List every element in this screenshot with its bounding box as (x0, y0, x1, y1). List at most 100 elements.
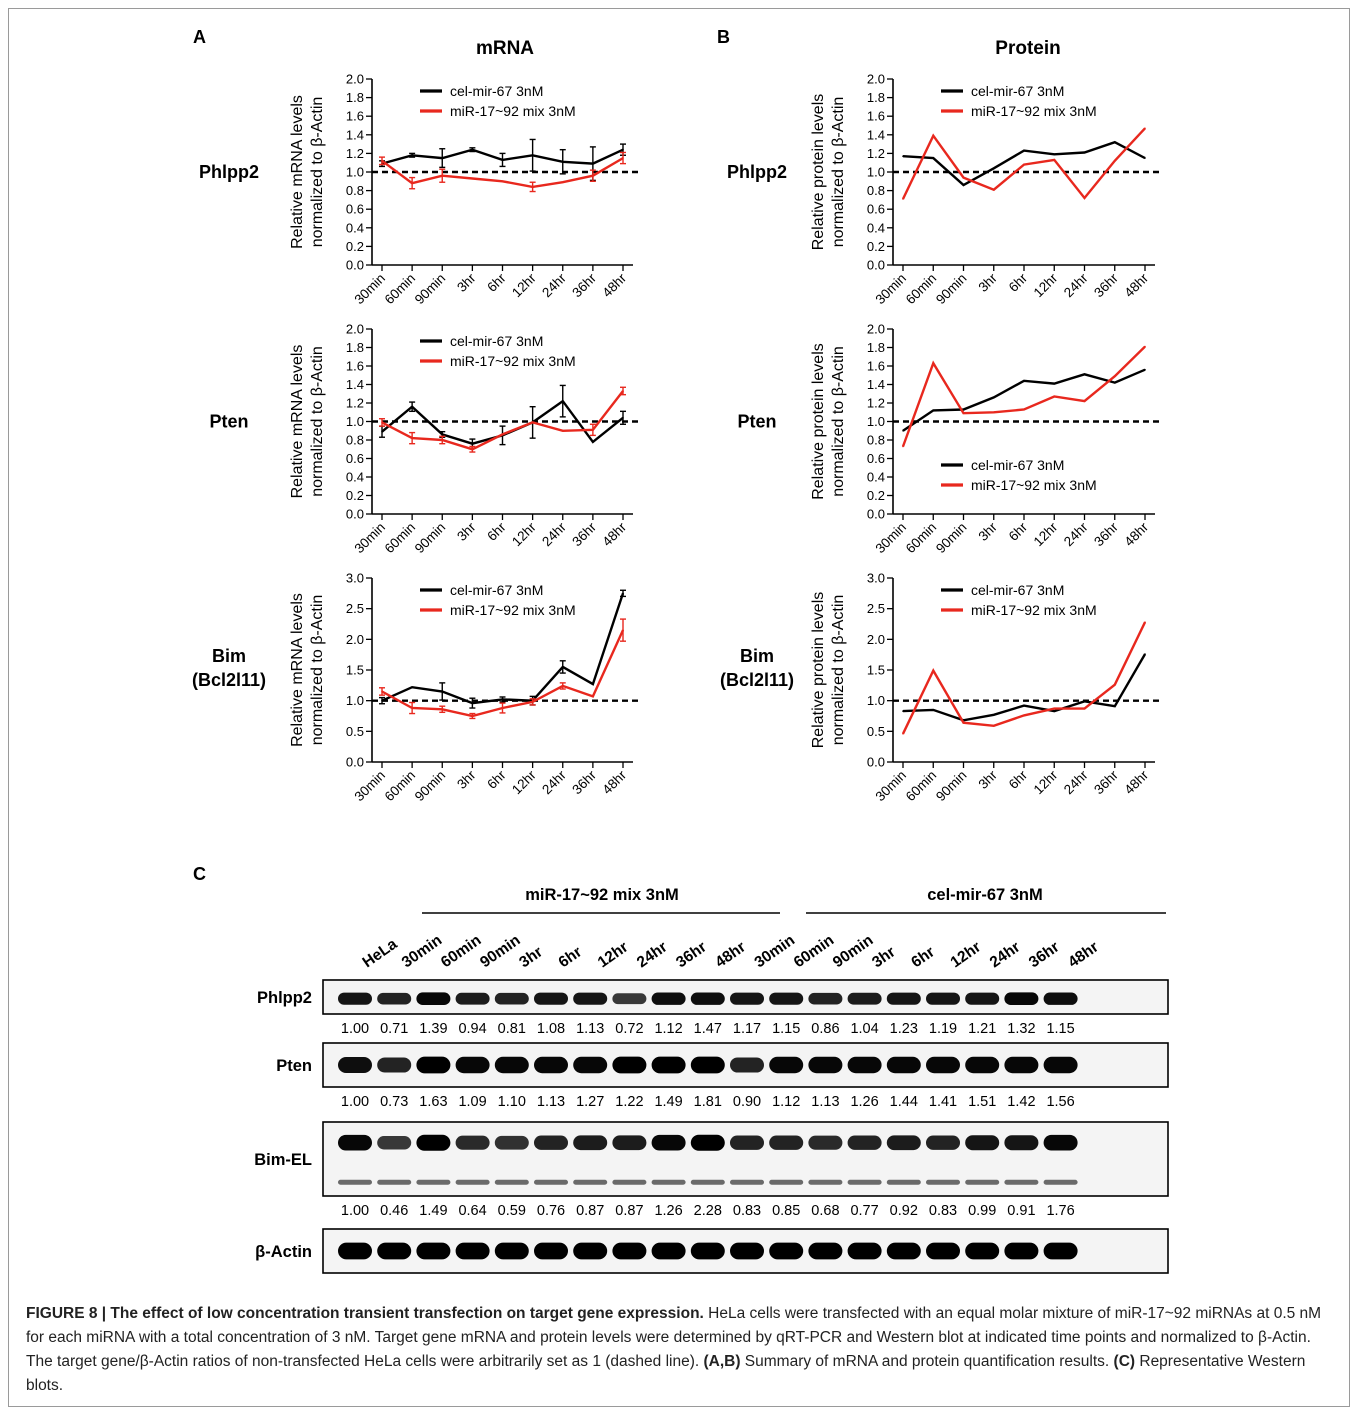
legend-label-control: cel-mir-67 3nM (971, 83, 1064, 99)
data-point-mix (1023, 163, 1025, 166)
blot-band (573, 1056, 608, 1074)
blot-ratio-value: 1.49 (419, 1203, 447, 1219)
blot-band (1043, 1134, 1078, 1151)
blot-band-lower (730, 1179, 764, 1185)
x-tick-label: 12hr (509, 519, 539, 549)
x-tick-label: 30min (352, 520, 389, 557)
blot-band (1004, 1135, 1039, 1151)
x-tick-label: 48hr (1121, 767, 1151, 797)
data-point-mix (1083, 707, 1086, 710)
legend-label-mix: miR-17~92 mix 3nM (450, 103, 576, 119)
lane-label: 36hr (673, 939, 710, 972)
blot-ratio-value: 0.90 (733, 1094, 761, 1110)
blot-row-label: β-Actin (255, 1243, 312, 1261)
blot-band (886, 1056, 921, 1074)
blot-row-label: Bim-EL (254, 1151, 312, 1169)
blot-ratio-value: 0.71 (380, 1021, 408, 1037)
data-point-control (992, 713, 995, 716)
blot-band-lower (1043, 1179, 1078, 1185)
data-point-control (441, 433, 444, 436)
y-tick-label: 3.0 (346, 571, 364, 586)
y-tick-label: 0.2 (346, 488, 364, 503)
y-axis-label: normalized to β-Actin (309, 346, 326, 497)
blot-band (847, 992, 882, 1005)
data-point-control (1053, 382, 1056, 385)
x-tick-label: 12hr (1031, 270, 1061, 300)
data-point-control (471, 442, 474, 445)
y-tick-label: 0.0 (346, 258, 364, 273)
chart-mrna-pten: 0.0 0.2 0.4 0.6 0.8 1.0 1.2 1.4 1.6 1.8 2.0 30min60… (209, 322, 641, 557)
blot-band (455, 1056, 490, 1074)
data-point-mix (622, 390, 624, 392)
blot-band-lower (573, 1179, 608, 1185)
y-tick-label: 1.0 (346, 414, 364, 429)
x-tick-label: 60min (382, 271, 419, 308)
x-tick-label: 36hr (569, 519, 599, 549)
y-axis-label: Relative protein levels (810, 343, 827, 500)
data-point-control (561, 400, 564, 402)
y-tick-label: 2.0 (867, 72, 885, 87)
y-tick-label: 1.4 (346, 377, 364, 392)
series-line-control (902, 653, 1147, 722)
blot-ratio-value: 0.46 (380, 1203, 408, 1219)
y-tick-label: 0.0 (867, 755, 885, 770)
row-label: Phlpp2 (727, 162, 787, 182)
data-point-mix (411, 707, 413, 709)
row-label: (Bcl2l11) (720, 670, 794, 690)
data-point-mix (531, 701, 534, 703)
blot-ratio-value: 1.32 (1007, 1021, 1035, 1037)
data-point-control (471, 702, 474, 704)
blot-band (338, 1134, 372, 1151)
x-tick-label: 12hr (509, 767, 539, 797)
x-tick-label: 30min (352, 271, 389, 308)
data-point-mix (1113, 160, 1116, 162)
blot-ratio-value: 1.09 (458, 1094, 486, 1110)
data-point-control (992, 167, 995, 170)
data-point-control (962, 408, 965, 411)
y-tick-label: 0.5 (867, 724, 885, 739)
data-point-mix (531, 421, 534, 424)
caption-body: HeLa cells were transfected with an equa… (26, 1305, 1322, 1370)
caption-ab-label: (A,B) (703, 1353, 741, 1370)
data-point-control (932, 409, 935, 412)
blot-ratio-value: 1.22 (615, 1094, 643, 1110)
x-tick-label: 6hr (1006, 767, 1031, 792)
y-tick-label: 1.8 (346, 340, 364, 355)
blot-band (965, 1242, 1000, 1260)
row-label: Bim (212, 646, 246, 666)
data-point-control (1053, 153, 1056, 156)
y-tick-label: 0.4 (867, 470, 885, 485)
blot-ratio-value: 1.47 (694, 1021, 722, 1037)
blot-ratio-value: 0.87 (615, 1203, 643, 1219)
chart-mrna-phlpp2: 0.0 0.2 0.4 0.6 0.8 1.0 1.2 1.4 1.6 1.8 2.0 30min60… (199, 72, 641, 308)
lane-label: 36hr (1026, 939, 1063, 972)
x-tick-label: 30min (873, 520, 910, 557)
blot-row-label: Pten (276, 1057, 312, 1075)
blot-band (651, 992, 686, 1005)
x-tick-label: 36hr (569, 767, 599, 797)
blot-ratio-value: 1.44 (890, 1094, 918, 1110)
blot-ratio-value: 0.86 (811, 1021, 839, 1037)
blot-band (808, 1242, 843, 1260)
blot-band (534, 1135, 568, 1150)
data-point-mix (1083, 400, 1086, 402)
lane-label: 60min (791, 932, 837, 972)
blot-band (651, 1134, 686, 1151)
blot-band (886, 992, 921, 1005)
data-point-mix (932, 362, 935, 365)
data-point-mix (992, 188, 995, 191)
blot-band (690, 1056, 725, 1074)
y-axis-label: normalized to β-Actin (830, 346, 847, 497)
blot-band-lower (416, 1179, 451, 1185)
data-point-mix (381, 690, 383, 693)
x-tick-label: 48hr (599, 767, 629, 797)
data-point-control (501, 698, 504, 701)
data-point-mix (592, 429, 594, 431)
blot-band (926, 992, 960, 1005)
blot-band-lower (965, 1179, 1000, 1185)
blot-band-lower (377, 1179, 412, 1185)
blot-ratio-value: 1.23 (890, 1021, 918, 1037)
y-tick-label: 0.8 (867, 433, 885, 448)
data-point-control (411, 405, 413, 408)
